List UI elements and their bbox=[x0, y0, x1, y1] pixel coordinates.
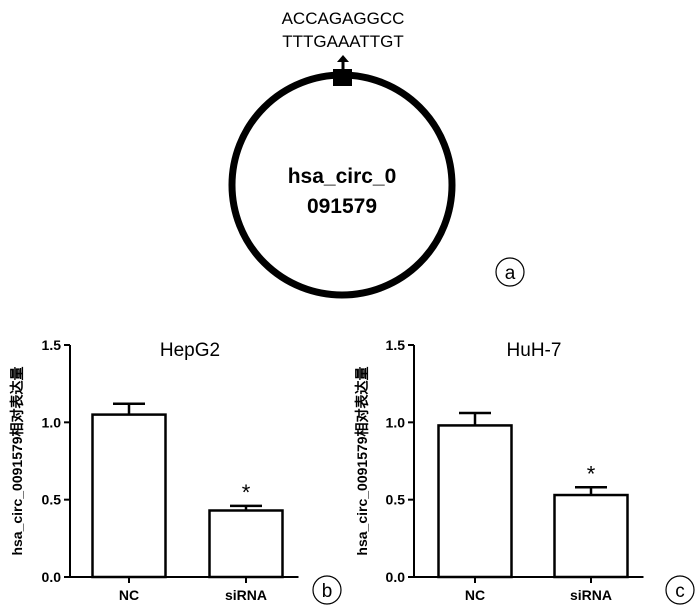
panel-label-circle bbox=[665, 575, 695, 605]
panel-label-circle bbox=[312, 575, 342, 605]
y-tick-label: 0.5 bbox=[386, 492, 406, 508]
x-tick-label: siRNA bbox=[225, 587, 267, 603]
panel-a-label-circle bbox=[495, 257, 525, 287]
circrna-name-line-2: 091579 bbox=[307, 195, 377, 218]
x-tick-label: NC bbox=[465, 587, 485, 603]
y-axis-label: hsa_circ_0091579相对表达量 bbox=[9, 366, 25, 555]
y-tick-label: 0.5 bbox=[42, 492, 62, 508]
chart-title: HepG2 bbox=[160, 340, 220, 361]
y-tick-label: 1.0 bbox=[42, 414, 62, 430]
panel-label: b bbox=[322, 581, 333, 602]
chart-hepg2: HepG2 hsa_circ_0091579相对表达量 0.0 0.5 1.0 1.5 NC… bbox=[9, 337, 342, 605]
chart-title: HuH-7 bbox=[507, 340, 562, 361]
bar-nc bbox=[91, 413, 167, 579]
bar-sirna bbox=[208, 509, 284, 579]
y-tick-label: 1.5 bbox=[386, 337, 406, 353]
panel-a-label: a bbox=[505, 263, 516, 284]
significance-marker: * bbox=[587, 461, 596, 486]
circrna-ring bbox=[228, 71, 456, 299]
panel-label: c bbox=[675, 581, 685, 602]
y-tick-label: 0.0 bbox=[386, 569, 406, 585]
panel-a-circrna-diagram: ACCAGAGGCC TTTGAAATTGT hsa_circ_0 091579… bbox=[228, 9, 525, 299]
x-tick-label: NC bbox=[119, 587, 139, 603]
chart-huh7: HuH-7 hsa_circ_0091579相对表达量 0.0 0.5 1.0 1.5 NC… bbox=[354, 337, 695, 605]
bar-sirna bbox=[553, 493, 629, 579]
sequence-line-2: TTTGAAATTGT bbox=[282, 32, 404, 51]
circrna-name-line-1: hsa_circ_0 bbox=[288, 165, 397, 188]
y-tick-label: 1.5 bbox=[42, 337, 62, 353]
y-axis-label: hsa_circ_0091579相对表达量 bbox=[354, 366, 370, 555]
y-tick-label: 1.0 bbox=[386, 414, 406, 430]
x-tick-label: siRNA bbox=[570, 587, 612, 603]
bar-nc bbox=[437, 424, 513, 579]
y-tick-label: 0.0 bbox=[42, 569, 62, 585]
arrow-head-icon bbox=[337, 55, 349, 62]
significance-marker: * bbox=[242, 480, 251, 505]
sequence-line-1: ACCAGAGGCC bbox=[282, 9, 405, 28]
